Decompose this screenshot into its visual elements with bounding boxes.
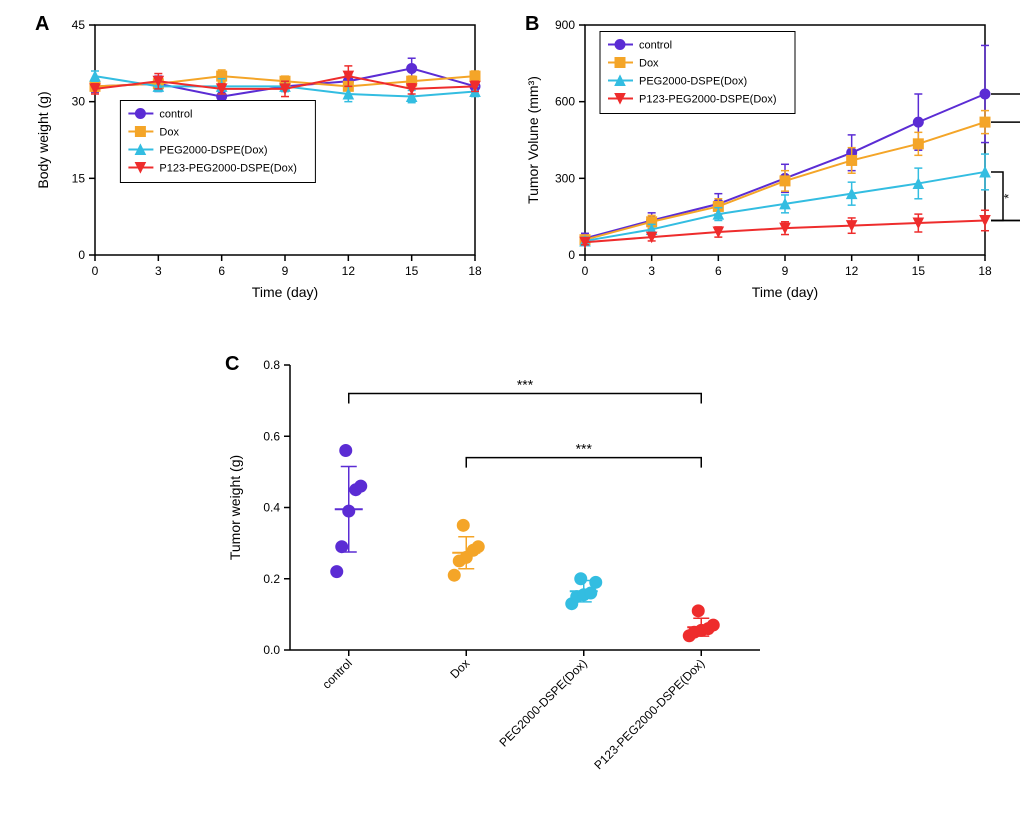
svg-text:*: * [1001, 194, 1016, 199]
svg-text:A: A [35, 13, 49, 35]
svg-text:Time (day): Time (day) [252, 284, 318, 300]
svg-text:0: 0 [582, 264, 589, 278]
svg-text:15: 15 [72, 171, 86, 185]
svg-text:3: 3 [155, 264, 162, 278]
svg-text:18: 18 [978, 264, 992, 278]
svg-text:0.0: 0.0 [263, 643, 280, 657]
svg-text:0: 0 [568, 248, 575, 262]
svg-text:45: 45 [72, 18, 86, 32]
svg-text:C: C [225, 353, 239, 375]
svg-text:***: *** [517, 377, 534, 393]
svg-text:B: B [525, 13, 539, 35]
svg-text:Dox: Dox [639, 58, 659, 70]
svg-text:***: *** [576, 441, 593, 457]
svg-text:0: 0 [78, 248, 85, 262]
svg-text:control: control [159, 109, 192, 121]
svg-text:30: 30 [72, 95, 86, 109]
svg-text:12: 12 [845, 264, 859, 278]
svg-text:P123-PEG2000-DSPE(Dox): P123-PEG2000-DSPE(Dox) [639, 94, 777, 106]
svg-text:Dox: Dox [159, 127, 179, 139]
svg-text:0.8: 0.8 [263, 358, 280, 372]
svg-text:300: 300 [555, 171, 575, 185]
svg-text:PEG2000-DSPE(Dox): PEG2000-DSPE(Dox) [639, 76, 747, 88]
svg-text:15: 15 [912, 264, 926, 278]
svg-text:Dox: Dox [447, 656, 472, 681]
svg-text:control: control [319, 656, 354, 691]
svg-text:P123-PEG2000-DSPE(Dox): P123-PEG2000-DSPE(Dox) [591, 656, 707, 772]
svg-text:0.2: 0.2 [263, 572, 280, 586]
figure-svg: 03691215180153045Time (day)Body weight (… [0, 0, 1020, 828]
svg-text:18: 18 [468, 264, 482, 278]
svg-text:9: 9 [282, 264, 289, 278]
svg-text:control: control [639, 40, 672, 52]
svg-text:PEG2000-DSPE(Dox): PEG2000-DSPE(Dox) [159, 145, 267, 157]
svg-text:PEG2000-DSPE(Dox): PEG2000-DSPE(Dox) [497, 656, 590, 749]
svg-text:0.4: 0.4 [263, 501, 280, 515]
svg-text:P123-PEG2000-DSPE(Dox): P123-PEG2000-DSPE(Dox) [159, 163, 297, 175]
svg-text:9: 9 [782, 264, 789, 278]
svg-text:Time (day): Time (day) [752, 284, 818, 300]
svg-text:6: 6 [715, 264, 722, 278]
svg-text:600: 600 [555, 95, 575, 109]
svg-text:15: 15 [405, 264, 419, 278]
svg-text:900: 900 [555, 18, 575, 32]
svg-text:0: 0 [92, 264, 99, 278]
svg-text:Tumor weight (g): Tumor weight (g) [227, 455, 243, 560]
svg-text:Body weight (g): Body weight (g) [35, 91, 51, 188]
svg-text:6: 6 [218, 264, 225, 278]
svg-text:Tumor Volune (mm³): Tumor Volune (mm³) [525, 76, 541, 204]
svg-text:12: 12 [342, 264, 356, 278]
svg-text:3: 3 [648, 264, 655, 278]
svg-text:0.6: 0.6 [263, 429, 280, 443]
